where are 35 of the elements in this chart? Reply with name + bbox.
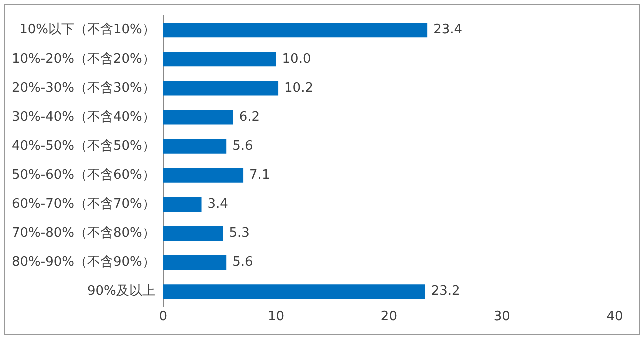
data-label: 23.2 bbox=[431, 284, 460, 300]
y-tick-label: 10%以下（不含10%） bbox=[20, 22, 156, 38]
x-tick-label: 30 bbox=[494, 310, 510, 325]
data-label: 5.6 bbox=[232, 255, 254, 270]
x-tick-label: 20 bbox=[380, 310, 398, 325]
bar bbox=[163, 52, 276, 67]
bar bbox=[163, 168, 244, 183]
bar bbox=[163, 226, 224, 242]
x-tick-label: 10 bbox=[268, 310, 285, 325]
bar bbox=[163, 23, 428, 38]
data-label: 10.0 bbox=[282, 52, 312, 67]
bar bbox=[163, 256, 227, 270]
data-label: 23.4 bbox=[434, 22, 463, 38]
data-label: 6.2 bbox=[239, 110, 260, 125]
y-tick-label: 60%-70%（不含70%） bbox=[12, 197, 156, 212]
y-tick-label: 70%-80%（不含80%） bbox=[12, 226, 156, 242]
bar bbox=[163, 139, 227, 154]
bar bbox=[163, 110, 234, 125]
data-label: 7.1 bbox=[250, 168, 270, 184]
data-label: 3.4 bbox=[208, 197, 228, 212]
y-tick-label: 20%-30%（不含30%） bbox=[12, 80, 156, 96]
x-tick-label: 0 bbox=[159, 310, 168, 325]
x-tick-label: 40 bbox=[606, 310, 624, 325]
y-tick-label: 10%-20%（不含20%） bbox=[12, 52, 156, 67]
y-tick-label: 40%-50%（不含50%） bbox=[12, 138, 156, 154]
y-tick-label: 90%及以上 bbox=[87, 284, 156, 300]
data-label: 5.3 bbox=[229, 226, 250, 242]
data-label: 5.6 bbox=[232, 138, 254, 154]
bar bbox=[163, 284, 426, 300]
y-tick-label: 80%-90%（不含90%） bbox=[12, 255, 156, 270]
data-label: 10.2 bbox=[284, 80, 314, 96]
y-tick-label: 50%-60%（不含60%） bbox=[12, 168, 156, 184]
bar bbox=[163, 81, 279, 96]
bar bbox=[163, 197, 202, 212]
y-tick-label: 30%-40%（不含40%） bbox=[12, 110, 156, 125]
